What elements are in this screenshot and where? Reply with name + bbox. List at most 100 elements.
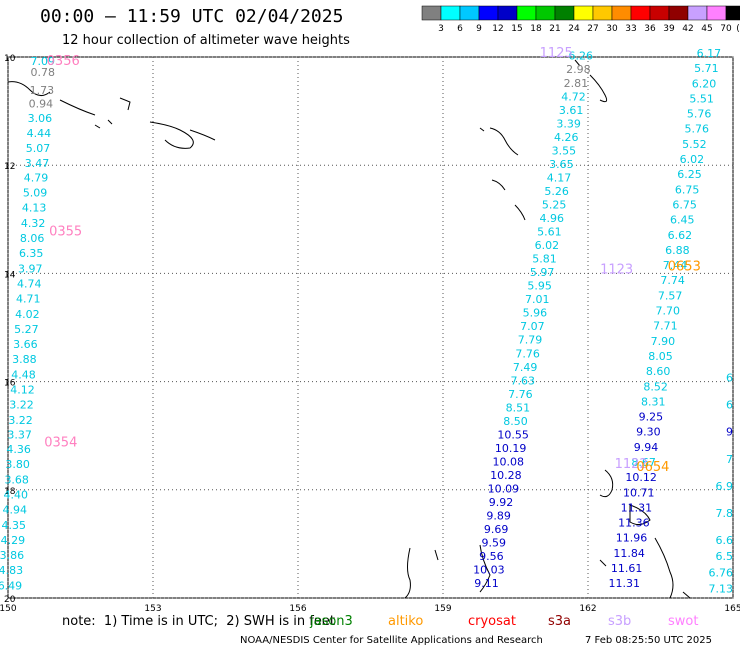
wave-height-value: 4.13 xyxy=(22,202,47,215)
wave-height-value: 4.35 xyxy=(2,519,27,532)
wave-height-value: 9 xyxy=(726,426,733,439)
wave-height-value: 3.39 xyxy=(556,117,581,130)
wave-height-value: 0.78 xyxy=(31,66,56,79)
wave-height-value: 5.09 xyxy=(23,187,48,200)
wave-height-value: 7.49 xyxy=(513,361,538,374)
scale-tick-label: 27 xyxy=(587,24,598,34)
pass-time-label: 0654 xyxy=(636,460,669,475)
wave-height-value: 3.55 xyxy=(552,144,577,157)
wave-height-value: 5.27 xyxy=(14,323,39,336)
pass-time-label: 0356 xyxy=(47,54,80,69)
land-outlines xyxy=(7,59,691,599)
scale-swatch xyxy=(440,5,461,21)
satellite-legend-item: s3b xyxy=(608,614,632,629)
wave-height-value: 7.07 xyxy=(520,320,545,333)
wave-height-value: 3.47 xyxy=(25,157,50,170)
wave-height-value: 3.22 xyxy=(8,414,33,427)
scale-tick-label: 70 xyxy=(720,24,732,34)
wave-height-value: 5.25 xyxy=(542,198,567,211)
wave-height-value: 6.75 xyxy=(672,198,697,211)
wave-height-value: 9.69 xyxy=(484,523,509,536)
scale-swatch xyxy=(573,5,594,21)
wave-height-value: 7.57 xyxy=(658,289,683,302)
wave-height-value: 8.06 xyxy=(20,232,45,245)
scale-tick-label: 12 xyxy=(492,24,503,34)
lat-tick-label: 18 xyxy=(4,487,16,497)
scale-tick-label: 33 xyxy=(625,24,636,34)
wave-height-value: 8.67 xyxy=(631,456,656,469)
wave-height-values: 7.090.78 1.730.94 3.06 4.44 5.07 3.474.79 5.09… xyxy=(0,47,733,596)
wave-height-value: 6.02 xyxy=(680,153,705,166)
scale-tick-label: 6 xyxy=(457,24,463,34)
wave-height-value: 3.66 xyxy=(13,338,38,351)
wave-height-value: 8.31 xyxy=(641,395,666,408)
wave-height-value: 7.63 xyxy=(511,374,536,387)
wave-height-value: 2.98 xyxy=(566,63,591,76)
wave-height-value: 6.5 xyxy=(716,550,734,563)
island-outline xyxy=(149,121,194,149)
satellite-legend-item: s3a xyxy=(548,614,572,629)
island-outline xyxy=(119,97,131,111)
scale-tick-label: 18 xyxy=(530,24,542,34)
wave-height-value: 4.36 xyxy=(6,443,31,456)
wave-height-value: 6.17 xyxy=(697,47,722,60)
wave-height-value: 6.20 xyxy=(692,77,717,90)
wave-height-value: 8.05 xyxy=(648,350,673,363)
island-outline xyxy=(599,469,614,498)
wave-height-value: 6.45 xyxy=(670,214,695,227)
map-frame xyxy=(7,56,734,599)
island-outline xyxy=(404,547,411,599)
wave-height-value: 6.6 xyxy=(716,534,734,547)
scale-swatch xyxy=(649,5,670,21)
lat-tick-label: 10 xyxy=(4,54,16,64)
scale-tick-label: 36 xyxy=(644,24,656,34)
wave-height-value: 9.89 xyxy=(486,510,511,523)
wave-height-value: 6.9 xyxy=(716,480,734,493)
scale-swatch xyxy=(687,5,708,21)
wave-height-value: 4.96 xyxy=(540,212,565,225)
wave-height-value: 5.97 xyxy=(530,266,555,279)
wave-height-value: 10.28 xyxy=(490,469,522,482)
page-title: 00:00 — 11:59 UTC 02/04/2025 xyxy=(40,6,344,27)
wave-height-value: 7.74 xyxy=(660,274,685,287)
wave-height-value: 4.32 xyxy=(21,217,46,230)
satellite-legend-item: altiko xyxy=(388,614,424,629)
pass-time-label: 1122 xyxy=(615,457,648,472)
pass-time-label: 0354 xyxy=(44,436,77,451)
wave-height-value: 11.84 xyxy=(613,547,645,560)
scale-swatch xyxy=(459,5,480,21)
wave-height-value: 7.01 xyxy=(525,293,550,306)
wave-height-value: 1.73 xyxy=(30,84,55,97)
wave-height-value: 5.26 xyxy=(544,185,569,198)
wave-height-value: 7.79 xyxy=(518,334,543,347)
footer-note: note: 1) Time is in UTC; 2) SWH is in fe… xyxy=(62,614,335,629)
pass-time-label: 0355 xyxy=(49,225,82,240)
wave-height-value: 5.61 xyxy=(537,226,562,239)
wave-height-value: 9.25 xyxy=(639,411,664,424)
wave-height-value: 5.51 xyxy=(689,92,714,105)
wave-height-value: 0.94 xyxy=(29,97,54,110)
island-outline xyxy=(479,544,491,593)
island-outline xyxy=(682,591,691,599)
wave-height-value: 10.71 xyxy=(623,486,655,499)
wave-height-value: 4.26 xyxy=(554,131,579,144)
scale-swatch xyxy=(668,5,689,21)
wave-height-value: 7.8 xyxy=(716,507,734,520)
wave-height-value: 11.96 xyxy=(616,532,648,545)
wave-height-value: 7 xyxy=(726,453,733,466)
scale-tick-label: 45 xyxy=(701,24,712,34)
wave-height-value: 3.61 xyxy=(559,104,584,117)
scale-tick-label: 30 xyxy=(606,24,618,34)
wave-height-value: 3.97 xyxy=(18,262,43,275)
island-outline xyxy=(491,179,506,191)
wave-height-value: 6.02 xyxy=(535,239,560,252)
wave-height-value: 11.61 xyxy=(611,562,643,575)
wave-height-value: 3.68 xyxy=(4,473,29,486)
scale-swatch xyxy=(421,5,442,21)
wave-height-value: 9.56 xyxy=(479,550,504,563)
wave-height-value: 5.52 xyxy=(682,138,707,151)
lon-tick-label: 159 xyxy=(434,604,451,614)
wave-height-value: 6 xyxy=(726,399,733,412)
